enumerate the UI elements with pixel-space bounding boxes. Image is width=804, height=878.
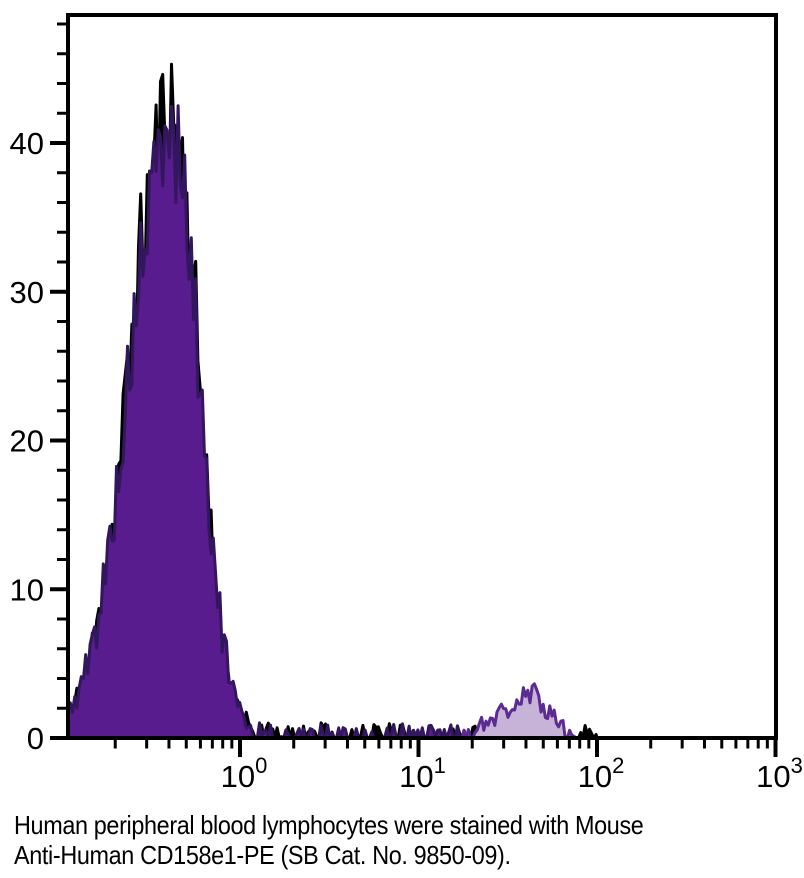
y-axis-tick-label: 10: [10, 572, 44, 607]
plot-frame: [66, 13, 778, 740]
caption-line-2: Anti-Human CD158e1-PE (SB Cat. No. 9850-…: [14, 840, 511, 870]
y-axis-tick-label: 40: [10, 126, 44, 161]
x-axis-tick-label: 103: [756, 753, 803, 794]
x-axis-tick-label: 102: [578, 753, 625, 794]
histogram-chart: 0 10 20 30 40 100 101 102 103: [10, 13, 803, 794]
y-axis-tick-label: 30: [10, 275, 44, 310]
figure-caption: Human peripheral blood lymphocytes were …: [14, 810, 716, 870]
series-stained-positive-population: [458, 682, 581, 738]
caption-line-1: Human peripheral blood lymphocytes were …: [14, 810, 644, 840]
x-axis-tick-label: 101: [399, 753, 446, 794]
y-axis-tick-label: 20: [10, 424, 44, 459]
x-axis-tick-label: 100: [221, 753, 268, 794]
series-stained-negative-population: [68, 104, 462, 738]
y-axis-tick-label: 0: [27, 721, 44, 756]
